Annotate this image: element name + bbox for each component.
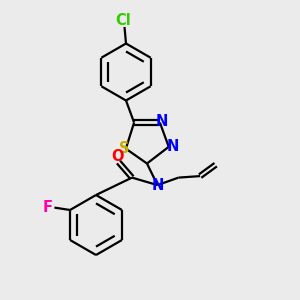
Text: N: N	[167, 139, 179, 154]
Text: N: N	[151, 178, 164, 193]
Text: O: O	[112, 149, 124, 164]
Text: Cl: Cl	[115, 13, 131, 28]
Text: N: N	[156, 114, 169, 129]
Text: F: F	[43, 200, 53, 215]
Text: S: S	[119, 141, 130, 156]
